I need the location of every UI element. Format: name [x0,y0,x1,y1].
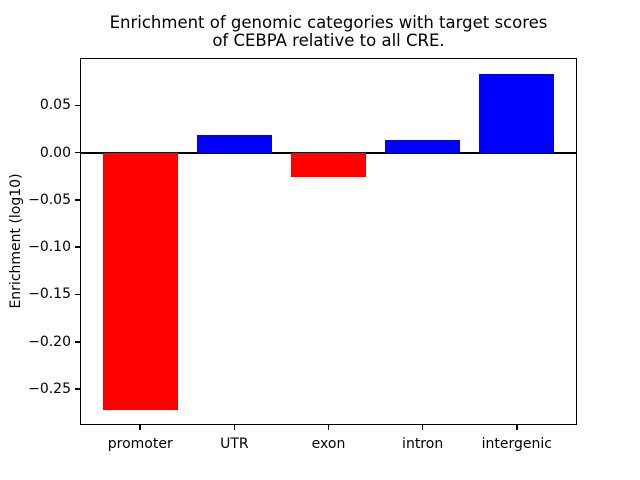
bar-promoter [102,152,178,410]
bar-UTR [196,134,273,153]
x-tick-mark-promoter [139,425,141,430]
y-tick-mark [75,388,80,390]
y-tick-label: −0.25 [28,381,71,398]
y-tick-label: 0.05 [39,97,71,114]
chart-title: Enrichment of genomic categories with ta… [109,13,548,50]
y-tick-mark [75,104,80,107]
y-tick-mark [75,341,80,343]
y-tick-label: −0.15 [28,286,71,303]
x-tick-label-UTR: UTR [220,436,249,452]
x-tick-mark-intron [421,425,424,430]
y-tick-mark [75,151,80,154]
bar-intergenic [479,74,555,153]
y-tick-mark [75,199,80,201]
x-tick-mark-UTR [233,425,236,430]
y-tick-label: −0.05 [28,191,71,208]
plot-area [80,58,577,425]
y-tick-label: 0.00 [39,144,71,161]
y-tick-label: −0.20 [28,333,71,350]
x-tick-mark-intergenic [516,425,518,430]
x-tick-label-intron: intron [402,436,444,452]
y-tick-label: −0.10 [28,239,71,256]
y-tick-mark [75,293,80,296]
bar-exon [290,152,367,178]
x-tick-label-intergenic: intergenic [481,436,552,452]
bar-intron [384,140,461,153]
x-tick-mark-exon [327,425,330,430]
y-tick-mark [75,246,80,248]
x-tick-label-exon: exon [311,436,346,452]
x-tick-label-promoter: promoter [107,436,173,452]
